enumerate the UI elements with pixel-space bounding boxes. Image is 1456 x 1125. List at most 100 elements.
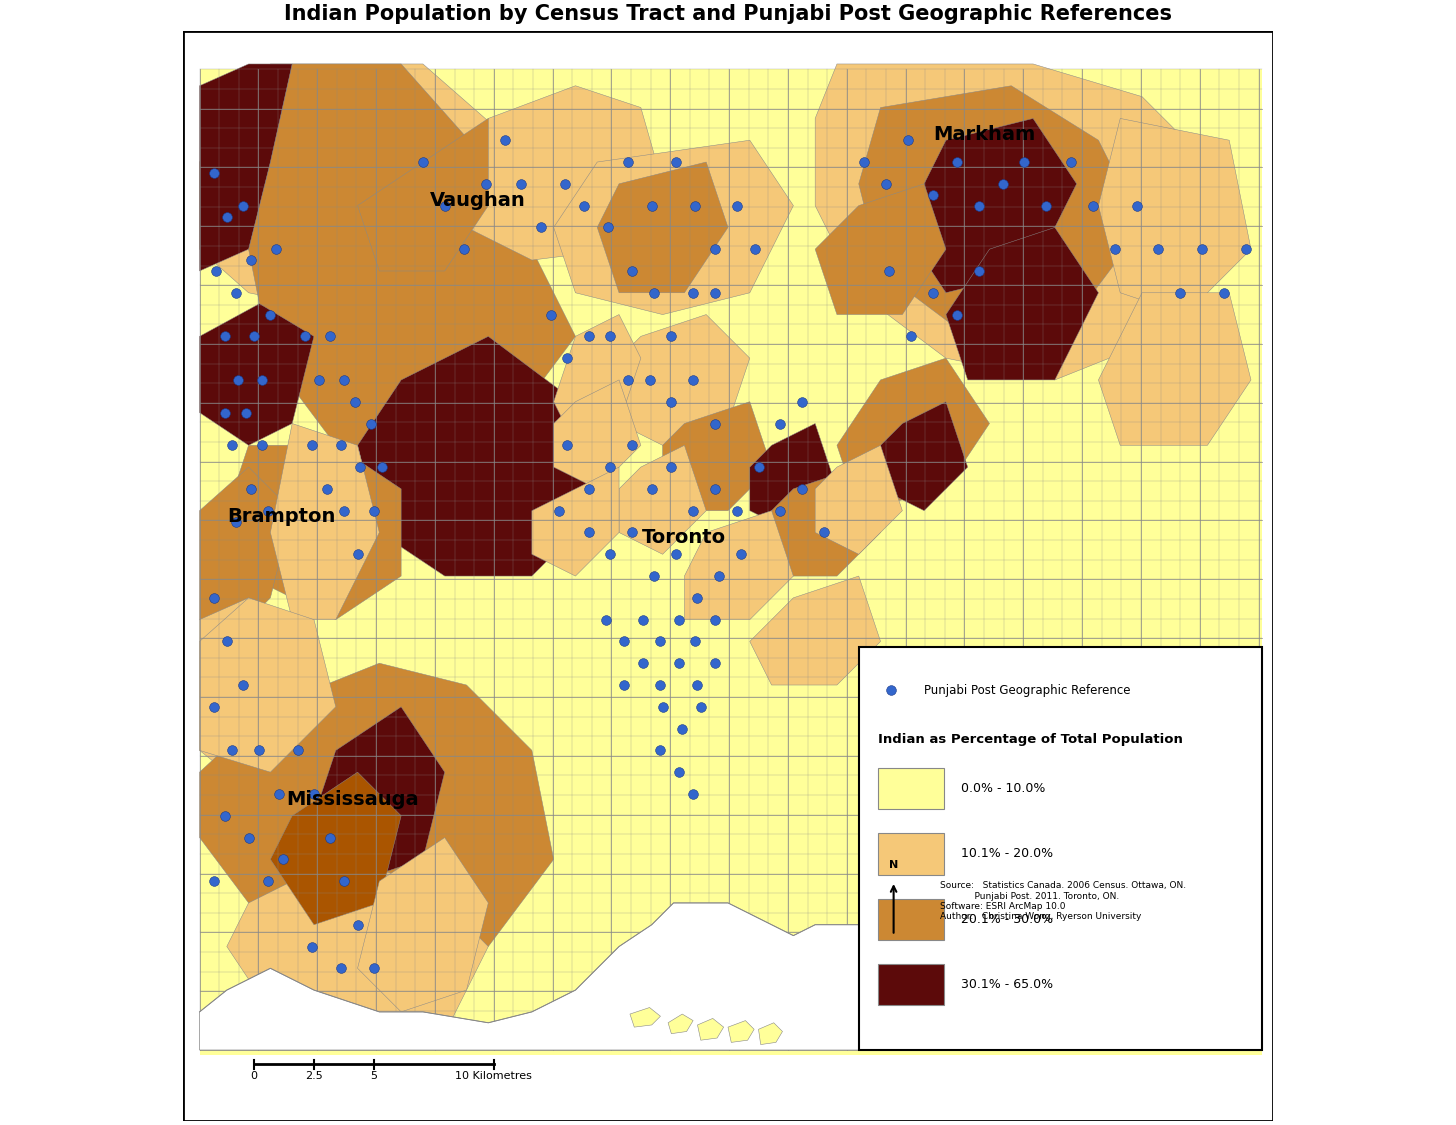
Point (684, 632, 708, 650)
Point (632, 611, 655, 629)
Polygon shape (314, 706, 444, 881)
Point (689, 698, 712, 716)
Point (239, 480, 262, 498)
Point (620, 262, 644, 280)
Point (250, 436, 274, 454)
Point (649, 632, 673, 650)
Point (703, 480, 727, 498)
Point (202, 164, 226, 182)
Point (577, 480, 600, 498)
Point (1233, 241, 1257, 259)
Point (256, 502, 280, 520)
Point (1125, 197, 1149, 215)
Point (922, 186, 945, 204)
Point (681, 502, 705, 520)
Point (303, 785, 326, 803)
Point (347, 546, 370, 564)
Point (686, 588, 709, 606)
Point (632, 655, 655, 673)
Point (319, 327, 342, 345)
Point (684, 197, 708, 215)
Point (234, 404, 258, 422)
Point (597, 218, 620, 236)
Polygon shape (662, 402, 772, 511)
Bar (878, 899, 943, 940)
Polygon shape (199, 467, 293, 641)
Text: N: N (890, 861, 898, 871)
Point (681, 371, 705, 389)
Point (1013, 153, 1037, 171)
Text: Brampton: Brampton (227, 506, 335, 525)
Point (540, 306, 563, 324)
Text: 5: 5 (370, 1071, 377, 1081)
Point (202, 698, 226, 716)
Point (642, 567, 665, 585)
Point (360, 414, 383, 432)
Point (664, 153, 687, 171)
Point (598, 458, 622, 476)
Polygon shape (815, 446, 903, 555)
Polygon shape (946, 227, 1098, 380)
Point (272, 850, 296, 868)
Point (1191, 241, 1214, 259)
Polygon shape (750, 423, 837, 532)
Point (268, 785, 291, 803)
Point (316, 480, 339, 498)
Polygon shape (1098, 292, 1251, 446)
Point (900, 327, 923, 345)
Polygon shape (553, 380, 641, 489)
Point (555, 349, 578, 367)
Title: Indian Population by Census Tract and Punjabi Post Geographic References: Indian Population by Census Tract and Pu… (284, 4, 1172, 24)
Polygon shape (630, 1008, 661, 1027)
Text: Toronto: Toronto (642, 529, 727, 548)
Point (494, 132, 517, 150)
Point (598, 546, 622, 564)
Point (333, 371, 357, 389)
Bar (878, 834, 943, 874)
Polygon shape (759, 1023, 782, 1045)
Point (616, 153, 639, 171)
Bar (878, 768, 943, 809)
Point (1147, 241, 1171, 259)
Point (510, 174, 533, 192)
Point (681, 284, 705, 302)
Text: 20.1% - 30.0%: 20.1% - 30.0% (961, 912, 1053, 926)
Text: 0: 0 (250, 1071, 258, 1081)
Point (703, 414, 727, 432)
Point (667, 611, 690, 629)
Point (853, 153, 877, 171)
Point (224, 284, 248, 302)
Point (1060, 153, 1083, 171)
Point (248, 741, 271, 759)
Point (878, 262, 901, 280)
Point (651, 698, 674, 716)
Polygon shape (815, 183, 946, 315)
Point (895, 132, 919, 150)
Point (613, 676, 636, 694)
Point (703, 611, 727, 629)
Point (620, 523, 644, 541)
Point (681, 785, 705, 803)
Polygon shape (531, 467, 619, 576)
Point (598, 327, 622, 345)
Point (879, 682, 903, 700)
Point (671, 720, 695, 738)
Point (769, 414, 792, 432)
Polygon shape (553, 141, 794, 315)
Point (791, 393, 814, 411)
Polygon shape (227, 446, 402, 620)
Point (769, 502, 792, 520)
Point (300, 436, 323, 454)
Point (744, 241, 767, 259)
Point (641, 197, 664, 215)
Point (363, 502, 386, 520)
Point (613, 632, 636, 650)
Point (239, 251, 262, 269)
Point (577, 327, 600, 345)
Point (791, 480, 814, 498)
Point (992, 174, 1015, 192)
Point (729, 546, 753, 564)
Point (202, 588, 226, 606)
Point (812, 523, 836, 541)
Point (259, 306, 282, 324)
